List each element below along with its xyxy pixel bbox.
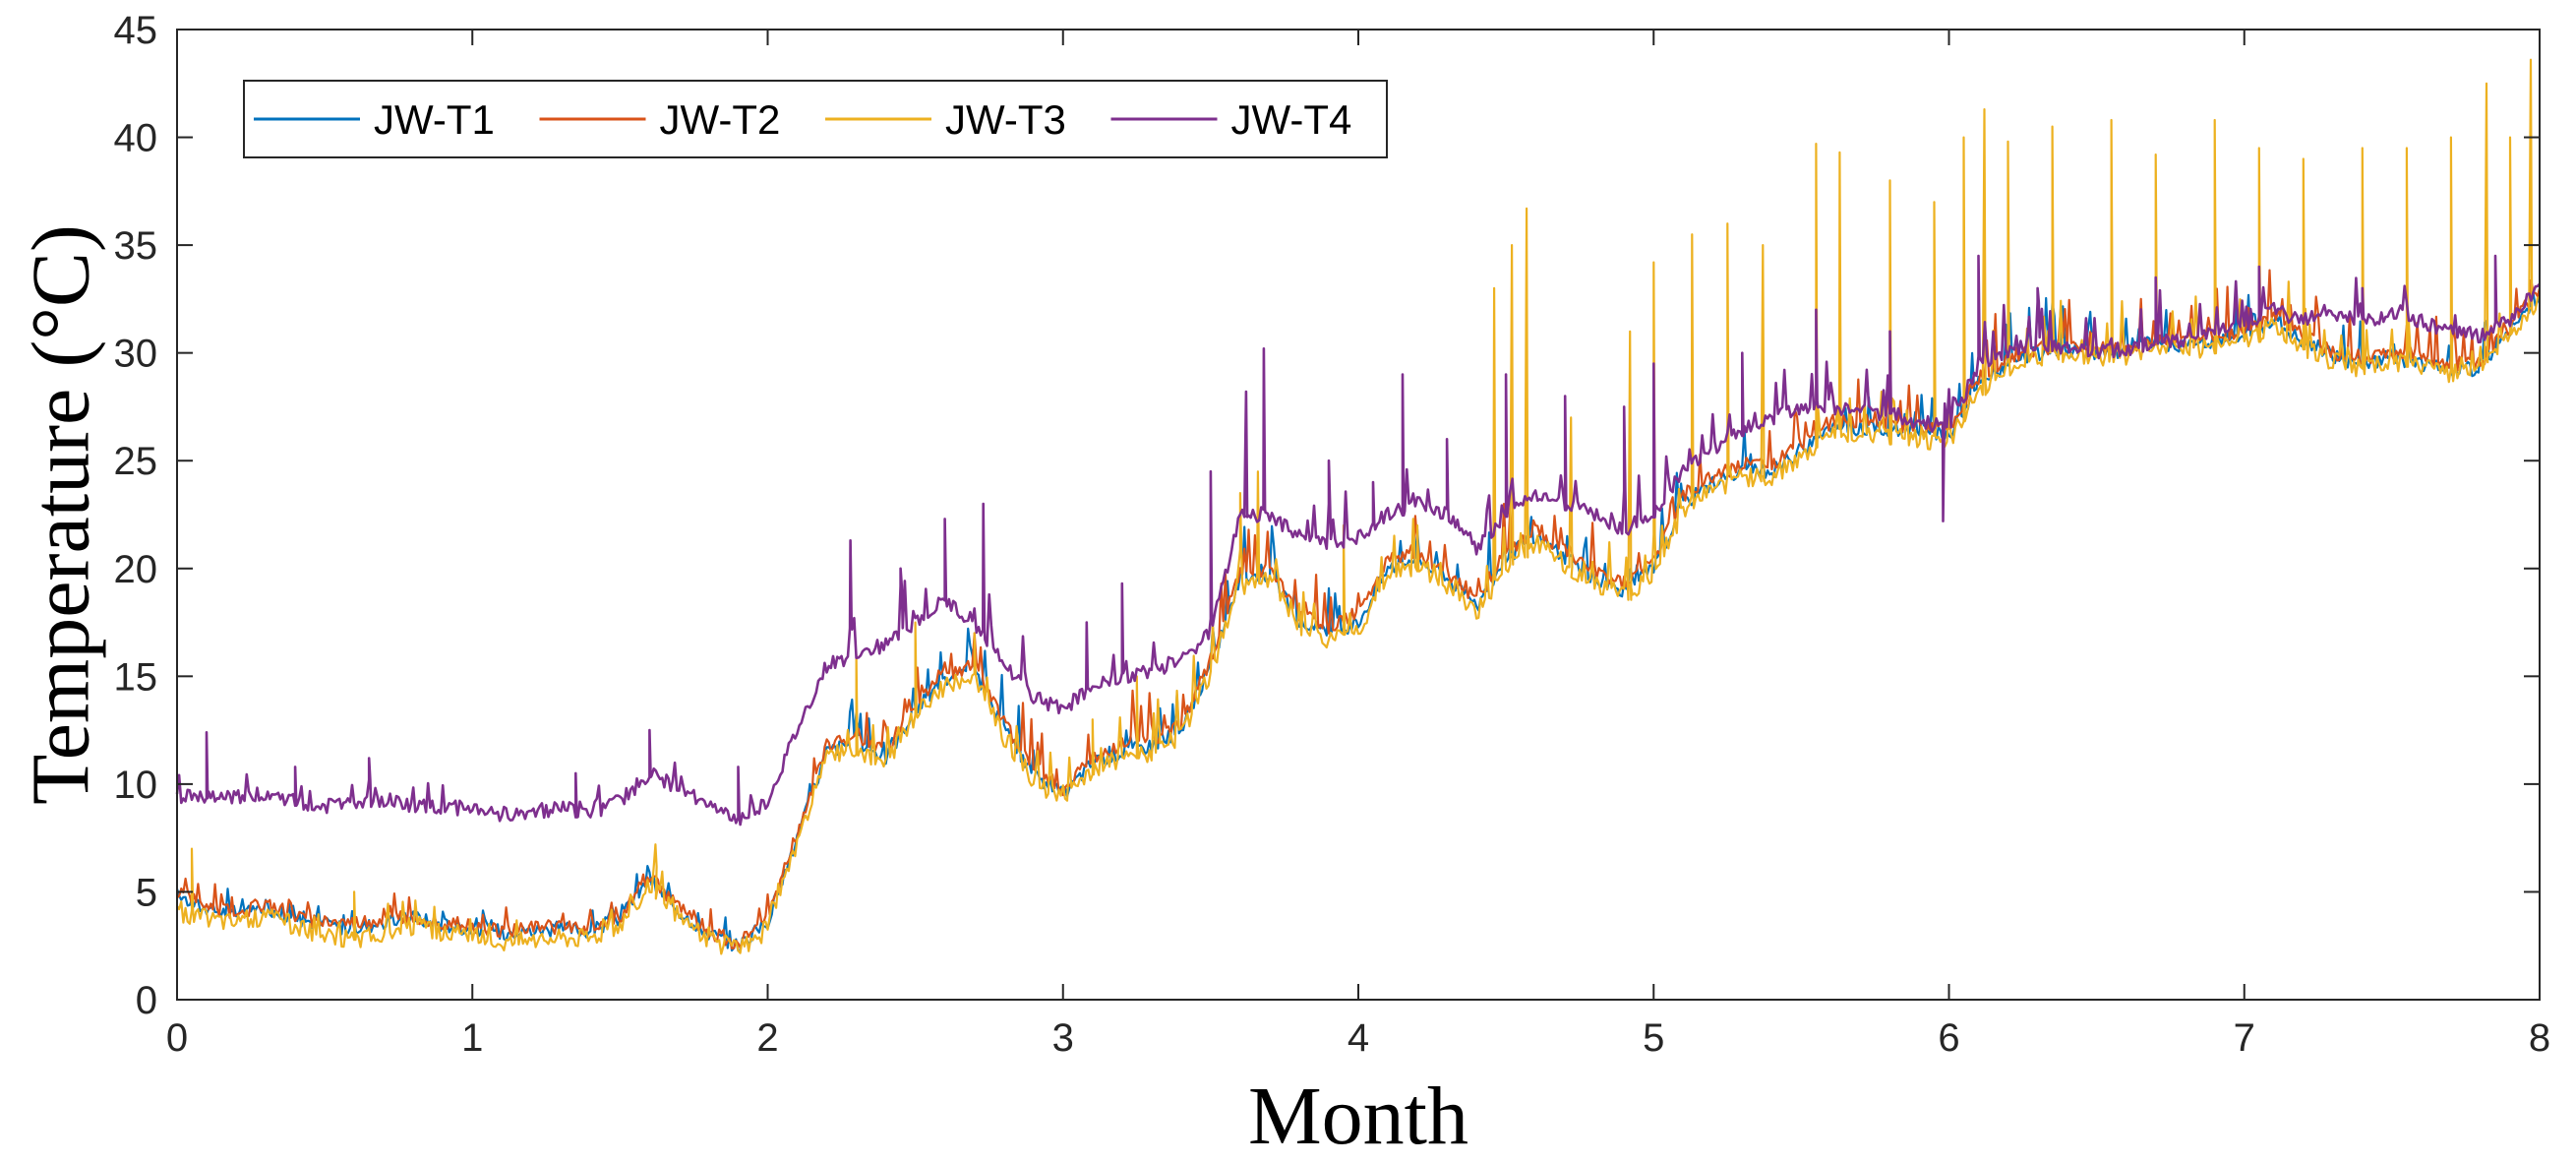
y-tick-label: 0: [136, 979, 157, 1022]
legend-label-jw-t3: JW-T3: [945, 96, 1066, 143]
x-axis-title: Month: [1248, 1071, 1468, 1162]
legend: JW-T1 JW-T2 JW-T3 JW-T4: [243, 80, 1388, 158]
legend-label-jw-t1: JW-T1: [374, 96, 495, 143]
legend-label-jw-t4: JW-T4: [1231, 96, 1352, 143]
series-layer: [175, 58, 2542, 955]
x-tick-label: 7: [2234, 1016, 2255, 1060]
y-tick-label: 30: [114, 333, 158, 376]
x-tick-label: 0: [166, 1016, 188, 1060]
y-tick-label: 40: [114, 117, 158, 160]
y-tick-label: 5: [136, 871, 157, 914]
x-tick-label: 3: [1052, 1016, 1074, 1060]
y-tick-label: 15: [114, 655, 158, 699]
y-tick-label: 45: [114, 9, 158, 52]
legend-label-jw-t2: JW-T2: [660, 96, 781, 143]
series-line-jw-t4: [175, 254, 2541, 827]
x-tick-label: 1: [461, 1016, 483, 1060]
x-tick-label: 8: [2529, 1016, 2550, 1060]
x-tick-label: 2: [756, 1016, 778, 1060]
x-tick-label: 5: [1643, 1016, 1664, 1060]
x-tick-label: 6: [1938, 1016, 1959, 1060]
y-tick-label: 25: [114, 440, 158, 483]
y-axis-title: Temperature (°C): [15, 224, 106, 805]
y-tick-label: 35: [114, 224, 158, 268]
x-tick-label: 4: [1348, 1016, 1369, 1060]
y-tick-label: 10: [114, 764, 158, 807]
y-tick-label: 20: [114, 548, 158, 591]
